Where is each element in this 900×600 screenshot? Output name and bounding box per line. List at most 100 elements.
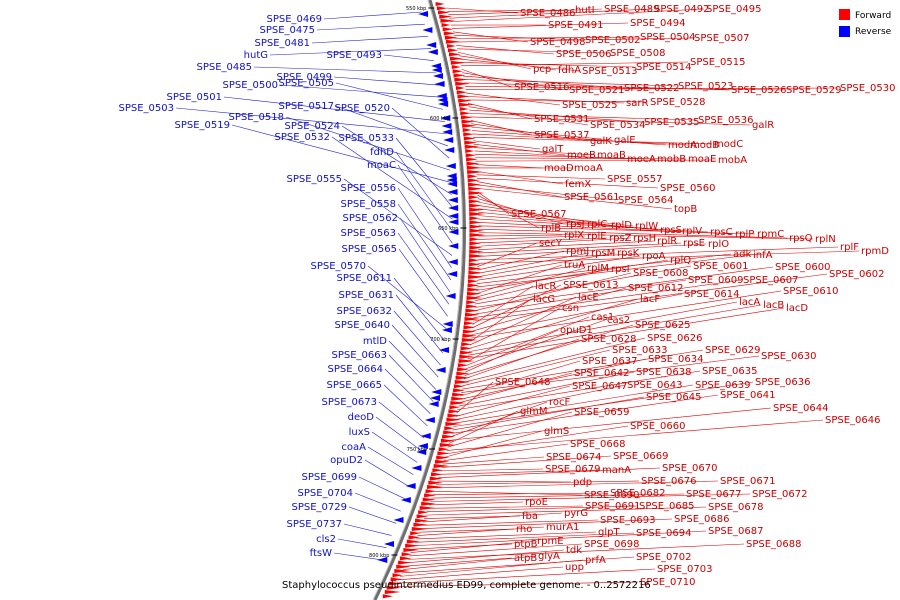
reverse-gene-arrow: [442, 321, 453, 327]
reverse-leader: [391, 324, 439, 378]
reverse-gene-label: SPSE_0505: [279, 78, 335, 89]
forward-features: [382, 2, 486, 599]
reverse-gene-label: SPSE_0469: [267, 14, 323, 25]
forward-gene-label: SPSE_0678: [708, 502, 764, 513]
reverse-leader: [383, 54, 434, 61]
forward-gene-label: SPSE_0531: [534, 114, 590, 125]
forward-gene-label: moaA: [574, 163, 603, 174]
forward-gene-label: rplV: [682, 226, 702, 237]
forward-leader: [457, 370, 701, 410]
forward-leader: [477, 250, 565, 271]
forward-gene-arrow: [434, 459, 450, 464]
forward-gene-label: moaE: [688, 154, 716, 165]
forward-gene-arrow: [468, 199, 481, 204]
forward-gene-arrow: [461, 119, 475, 124]
forward-leader: [470, 298, 532, 342]
forward-gene-arrow: [449, 56, 464, 61]
forward-gene-label: rpsH: [633, 233, 656, 244]
reverse-leader: [395, 294, 443, 354]
forward-gene-arrow: [405, 543, 420, 548]
forward-leader: [454, 384, 626, 421]
reverse-gene-arrow: [438, 101, 449, 107]
forward-gene-label: SPSE_0636: [755, 377, 811, 388]
forward-leader: [401, 556, 635, 574]
reverse-leader: [285, 116, 451, 171]
forward-gene-arrow: [464, 312, 480, 317]
forward-gene-label: SPSE_0525: [562, 100, 618, 111]
forward-gene-arrow: [468, 186, 483, 191]
forward-gene-arrow: [456, 371, 470, 376]
forward-gene-arrow: [386, 585, 402, 590]
forward-gene-label: SPSE_0506: [556, 49, 612, 60]
forward-leader: [477, 198, 565, 225]
forward-gene-label: modB: [690, 140, 719, 151]
reverse-gene-arrow: [447, 189, 458, 195]
forward-leader: [477, 252, 590, 274]
forward-gene-label: tdk: [566, 545, 582, 556]
forward-leader: [465, 329, 559, 373]
forward-gene-label: SPSE_0514: [636, 62, 692, 73]
reverse-leader: [397, 232, 450, 305]
forward-gene-arrow: [464, 321, 475, 326]
forward-gene-label: SPSE_0698: [584, 539, 640, 550]
forward-leader: [446, 7, 519, 14]
reverse-leader: [367, 446, 414, 475]
forward-gene-label: SPSE_0669: [613, 451, 669, 462]
forward-leader: [465, 319, 606, 370]
reverse-leader: [333, 76, 439, 86]
forward-gene-arrow: [469, 220, 482, 225]
reverse-leader-lines: [175, 11, 453, 561]
scale-ticks: 550 kbp 600 kbp 650 kbp 700 kbp 750 kbp 800 k…: [369, 6, 467, 559]
reverse-leader: [279, 84, 442, 98]
forward-leader: [451, 22, 629, 29]
forward-leader: [463, 338, 580, 380]
forward-gene-arrow: [388, 581, 402, 586]
forward-leader: [477, 243, 707, 257]
reverse-gene-arrow: [447, 181, 458, 187]
forward-leader: [442, 456, 545, 465]
forward-leader: [451, 394, 719, 434]
forward-gene-arrow: [467, 283, 480, 288]
forward-gene-label: rpoA: [642, 251, 666, 262]
forward-leader: [474, 266, 774, 308]
forward-gene-label: secY: [539, 238, 563, 249]
forward-gene-label: SPSE_0530: [840, 83, 896, 94]
forward-gene-label: sarR: [626, 98, 648, 109]
forward-leader: [425, 506, 707, 516]
reverse-leader: [335, 82, 444, 110]
forward-leader: [473, 140, 541, 150]
forward-gene-arrow: [468, 262, 481, 267]
reverse-gene-arrow: [400, 497, 411, 503]
forward-leader: [434, 480, 719, 489]
reverse-gene-arrow: [426, 42, 437, 48]
forward-gene-arrow: [445, 39, 461, 44]
forward-gene-label: SPSE_0688: [746, 539, 802, 550]
forward-gene-label: SPSE_0521: [569, 85, 625, 96]
forward-gene-arrow: [468, 182, 482, 187]
forward-leader: [461, 355, 760, 393]
forward-gene-label: SPSE_0561: [564, 192, 620, 203]
forward-gene-arrow: [435, 2, 445, 6]
forward-gene-label: topB: [674, 204, 697, 215]
forward-gene-label: rocF: [549, 397, 571, 408]
forward-gene-label: SPSE_0691: [585, 501, 641, 512]
forward-gene-arrow: [419, 506, 436, 510]
forward-gene-arrow: [466, 296, 483, 300]
forward-leader-lines: [395, 7, 860, 587]
reverse-gene-arrow: [445, 293, 456, 299]
reverse-gene-arrow: [435, 367, 446, 373]
forward-leader: [395, 581, 639, 587]
genome-backbone-highlight: [372, 0, 463, 600]
forward-gene-label: SPSE_0516: [514, 82, 570, 93]
forward-leader: [418, 528, 515, 533]
forward-leader: [470, 120, 533, 136]
forward-gene-label: SPSE_0536: [698, 115, 754, 126]
forward-gene-arrow: [440, 438, 456, 443]
forward-gene-arrow: [466, 291, 482, 296]
forward-leader: [478, 237, 608, 244]
reverse-gene-label: SPSE_0640: [335, 320, 391, 331]
forward-leader: [456, 45, 555, 55]
forward-gene-arrow: [469, 207, 484, 212]
forward-gene-label: modC: [714, 139, 743, 150]
reverse-gene-label: SPSE_0524: [285, 121, 341, 132]
